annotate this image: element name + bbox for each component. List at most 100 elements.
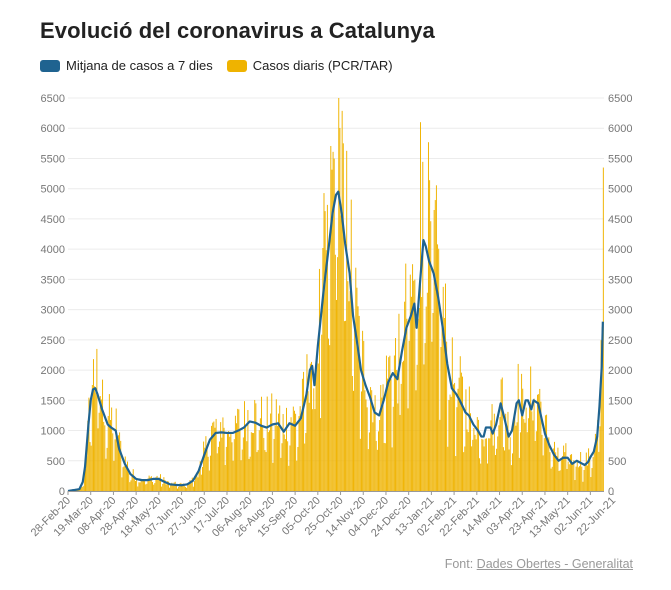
daily-case-bar	[594, 433, 596, 491]
daily-case-bar	[292, 406, 294, 491]
daily-case-bar	[564, 452, 566, 491]
daily-case-bar	[81, 486, 83, 491]
daily-case-bar	[322, 247, 324, 491]
daily-case-bar	[305, 433, 307, 491]
daily-case-bar	[580, 452, 582, 491]
daily-case-bar	[178, 486, 180, 491]
daily-case-bar	[505, 413, 507, 491]
daily-case-bar	[205, 436, 207, 491]
daily-case-bar	[137, 486, 139, 491]
daily-case-bar	[183, 486, 185, 491]
daily-case-bar	[342, 143, 344, 492]
daily-case-bar	[496, 448, 498, 491]
legend: Mitjana de casos a 7 dies Casos diaris (…	[40, 58, 407, 73]
daily-case-bar	[507, 411, 509, 491]
daily-case-bar	[125, 464, 127, 491]
daily-case-bar	[494, 455, 496, 491]
daily-case-bar	[192, 486, 194, 491]
daily-case-bar	[276, 425, 278, 491]
daily-case-bar	[529, 402, 531, 491]
daily-case-bar	[282, 414, 284, 491]
source-link[interactable]: Dades Obertes - Generalitat	[476, 557, 633, 571]
daily-case-bar	[207, 456, 209, 491]
daily-case-bar	[363, 340, 365, 491]
legend-item-moving-average[interactable]: Mitjana de casos a 7 dies	[40, 58, 213, 73]
daily-case-bar	[200, 474, 202, 491]
daily-case-bar	[514, 411, 516, 491]
daily-case-bar	[355, 267, 357, 491]
daily-case-bar	[557, 447, 559, 491]
daily-case-bar	[512, 453, 513, 491]
daily-case-bar	[353, 390, 354, 491]
daily-case-bar	[254, 399, 256, 491]
daily-case-bar	[417, 318, 419, 491]
daily-case-bar	[211, 425, 213, 491]
daily-case-bar	[349, 291, 351, 491]
daily-case-bar	[582, 481, 584, 491]
daily-case-bar	[473, 427, 475, 491]
daily-case-bar	[460, 372, 462, 491]
daily-case-bar	[468, 386, 470, 491]
daily-case-bar	[184, 486, 186, 491]
daily-case-bar	[213, 421, 215, 491]
daily-case-bar	[245, 425, 247, 491]
daily-case-bar	[92, 359, 94, 491]
legend-item-daily-cases[interactable]: Casos diaris (PCR/TAR)	[226, 58, 393, 73]
y-tick-label-left: 5000	[41, 184, 65, 196]
daily-case-bar	[466, 429, 468, 491]
daily-case-bar	[601, 327, 603, 491]
daily-case-bar	[166, 481, 168, 491]
daily-case-bar	[571, 454, 573, 491]
daily-case-bar	[569, 454, 571, 491]
daily-case-bar	[518, 457, 520, 491]
y-tick-label-left: 0	[59, 486, 65, 498]
daily-case-bar	[297, 446, 299, 491]
daily-case-bar	[456, 407, 458, 491]
daily-case-bar	[182, 483, 184, 491]
daily-case-bar	[247, 410, 249, 491]
daily-case-bar	[543, 438, 545, 491]
daily-case-bar	[259, 418, 261, 491]
daily-case-bar	[451, 337, 453, 491]
daily-case-bar	[158, 477, 160, 491]
daily-case-bar	[393, 355, 395, 491]
daily-case-bar	[472, 439, 474, 491]
daily-case-bar	[234, 415, 236, 491]
daily-case-bar	[577, 467, 579, 491]
daily-case-bar	[378, 431, 379, 491]
daily-case-bar	[341, 110, 343, 491]
daily-case-bar	[124, 456, 126, 491]
daily-case-bar	[375, 440, 377, 491]
daily-case-bar	[392, 406, 394, 491]
daily-case-bar	[188, 482, 190, 491]
daily-case-bar	[215, 418, 217, 491]
daily-case-bar	[331, 169, 333, 491]
daily-case-bar	[326, 204, 328, 492]
daily-case-bar	[253, 433, 255, 491]
daily-case-bar	[251, 432, 253, 491]
daily-case-bar	[238, 409, 240, 491]
daily-case-bar	[129, 482, 131, 491]
daily-case-bar	[94, 386, 96, 491]
daily-case-bar	[395, 338, 397, 491]
daily-case-bar	[112, 433, 114, 491]
daily-case-bar	[97, 428, 99, 491]
daily-case-bar	[574, 480, 576, 491]
daily-case-bar	[519, 432, 521, 491]
daily-case-bar	[189, 480, 191, 491]
daily-case-bar	[513, 419, 515, 491]
daily-case-bar	[88, 397, 90, 491]
daily-case-bar	[435, 185, 437, 492]
daily-case-bar	[197, 477, 199, 491]
source-prefix: Font:	[444, 557, 474, 571]
daily-case-bar	[490, 420, 492, 491]
y-tick-label-left: 3500	[41, 274, 65, 286]
daily-case-bar	[231, 442, 233, 491]
daily-case-bar	[541, 434, 543, 491]
daily-case-bar	[403, 360, 404, 491]
daily-case-bar	[116, 437, 118, 491]
daily-case-bar	[548, 437, 550, 491]
daily-case-bar	[372, 422, 374, 491]
daily-case-bar	[228, 431, 230, 491]
daily-case-bar	[324, 211, 326, 491]
